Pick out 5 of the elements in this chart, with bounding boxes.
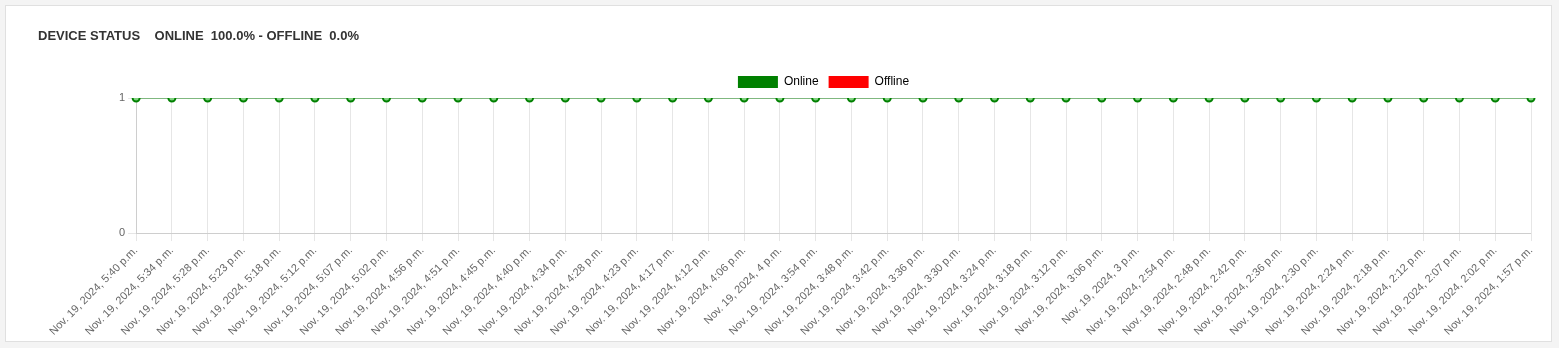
chart-title: DEVICE STATUS ONLINE 100.0% - OFFLINE 0.0% [38,28,359,43]
legend-label: Online [783,74,819,89]
y-tick-label: 1 [118,91,126,104]
y-tick-label: 0 [118,226,126,239]
legend-label: Offline [874,74,910,89]
